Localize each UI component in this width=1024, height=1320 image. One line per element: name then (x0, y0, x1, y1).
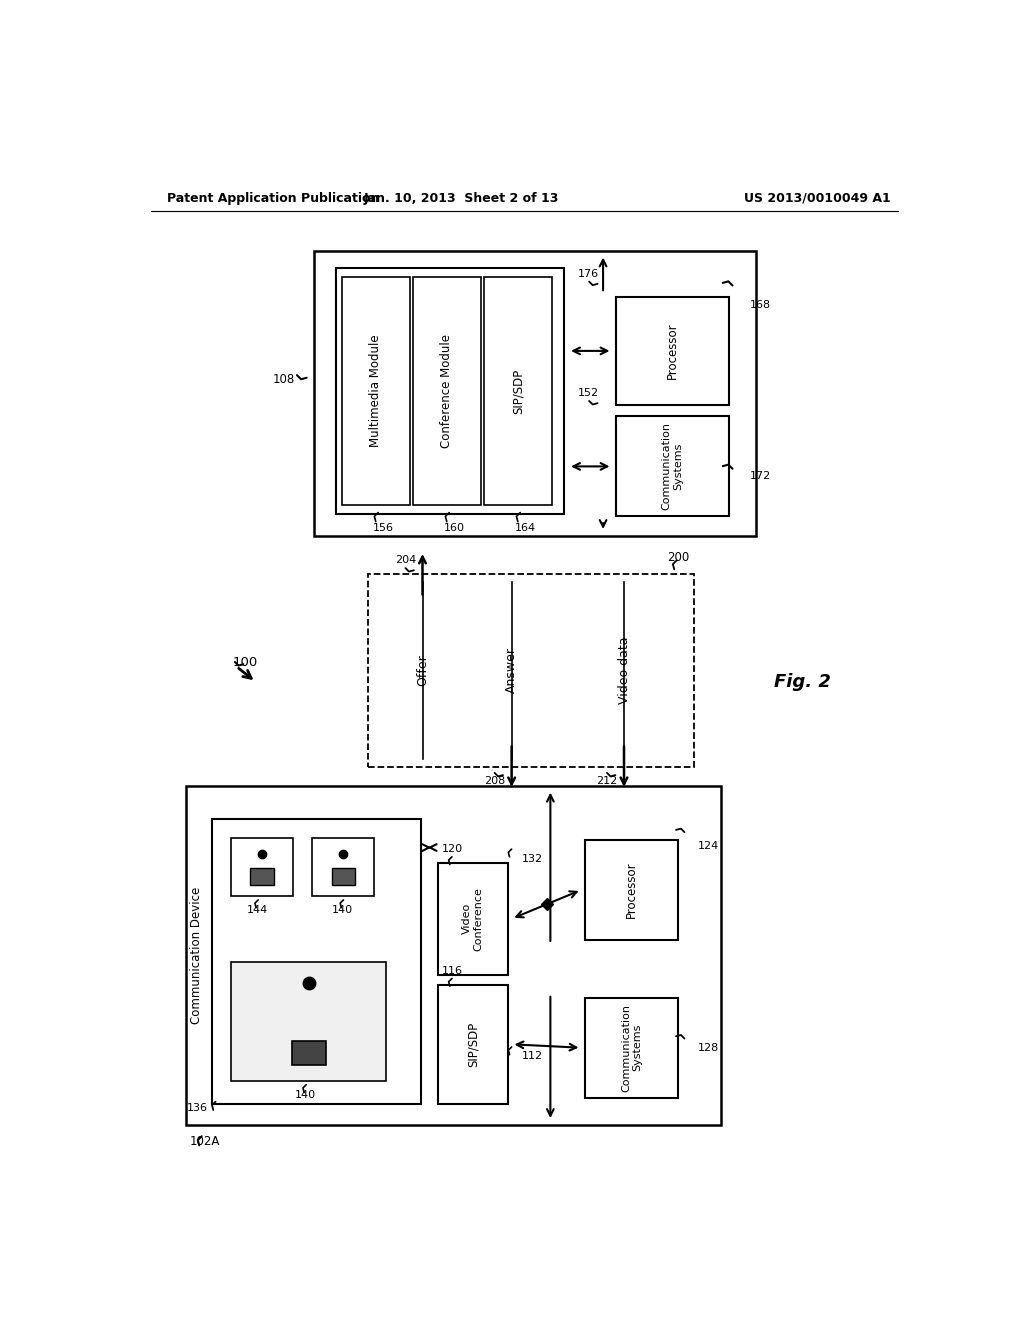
Text: 168: 168 (751, 300, 771, 310)
Text: Offer: Offer (416, 655, 429, 686)
Text: Multimedia Module: Multimedia Module (370, 335, 382, 447)
Bar (484, 277, 552, 506)
Bar (231, 961, 386, 1081)
Text: 172: 172 (751, 471, 771, 482)
Text: 132: 132 (521, 854, 543, 865)
Text: 128: 128 (697, 1043, 719, 1053)
Text: 160: 160 (443, 523, 465, 533)
Text: SIP/SDP: SIP/SDP (466, 1022, 479, 1067)
Text: 102A: 102A (190, 1135, 220, 1148)
Bar (314, 251, 756, 536)
Bar (231, 838, 293, 896)
Bar (586, 840, 678, 940)
Text: US 2013/0010049 A1: US 2013/0010049 A1 (744, 191, 891, 205)
Text: Video
Conference: Video Conference (462, 887, 483, 950)
Text: Answer: Answer (505, 647, 518, 693)
Bar (369, 574, 693, 767)
Text: Patent Application Publication: Patent Application Publication (167, 191, 379, 205)
Text: 156: 156 (373, 523, 394, 533)
Text: Video data: Video data (617, 636, 631, 704)
Text: Communication
Systems: Communication Systems (621, 1003, 642, 1092)
Bar (212, 818, 421, 1104)
Bar (336, 268, 564, 515)
Bar (586, 998, 678, 1098)
Text: 108: 108 (272, 372, 295, 385)
Text: 144: 144 (247, 906, 268, 915)
Text: 120: 120 (442, 843, 463, 854)
Bar (342, 277, 410, 506)
Bar (312, 838, 375, 896)
Bar (616, 416, 729, 516)
Text: 116: 116 (442, 966, 463, 975)
Text: 136: 136 (186, 1102, 208, 1113)
Bar (251, 867, 273, 884)
Text: Communication
Systems: Communication Systems (662, 422, 683, 511)
Text: SIP/SDP: SIP/SDP (511, 368, 524, 413)
Bar (332, 867, 355, 884)
Text: Processor: Processor (666, 322, 679, 379)
Text: Jan. 10, 2013  Sheet 2 of 13: Jan. 10, 2013 Sheet 2 of 13 (364, 191, 559, 205)
Bar (186, 785, 721, 1125)
Text: Conference Module: Conference Module (440, 334, 454, 447)
Text: Processor: Processor (626, 862, 638, 919)
Text: 140: 140 (332, 906, 353, 915)
Text: 152: 152 (579, 388, 599, 399)
Text: 176: 176 (579, 269, 599, 279)
Bar (413, 277, 481, 506)
Text: 112: 112 (521, 1051, 543, 1061)
Text: 208: 208 (484, 776, 506, 785)
Bar (438, 863, 508, 974)
Text: 164: 164 (515, 523, 536, 533)
Text: Fig. 2: Fig. 2 (774, 673, 830, 690)
Bar (616, 297, 729, 405)
Text: Communication Device: Communication Device (190, 887, 204, 1024)
Text: 200: 200 (668, 550, 690, 564)
Bar (292, 1040, 326, 1065)
Text: 124: 124 (697, 841, 719, 851)
Bar (438, 985, 508, 1104)
Text: 100: 100 (232, 656, 258, 669)
Text: 204: 204 (395, 556, 417, 565)
Text: 140: 140 (295, 1090, 315, 1100)
Text: 212: 212 (597, 776, 617, 785)
